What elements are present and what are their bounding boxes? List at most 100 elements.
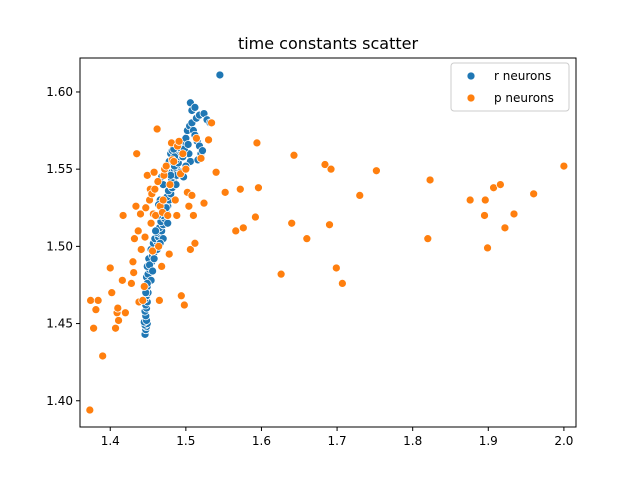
data-point — [130, 234, 139, 244]
data-point — [355, 191, 365, 200]
data-point — [120, 308, 130, 318]
data-point — [85, 405, 95, 415]
y-tick-label: 1.40 — [46, 394, 73, 408]
data-point — [150, 184, 160, 194]
data-point — [238, 223, 248, 233]
x-tick-label: 2.0 — [554, 434, 573, 448]
data-point — [179, 300, 189, 310]
data-point — [153, 177, 163, 186]
data-point — [186, 245, 195, 254]
data-point — [207, 118, 216, 128]
data-point — [141, 203, 151, 213]
data-point — [164, 249, 174, 259]
data-point — [132, 149, 142, 159]
x-axis: 1.4 1.5 1.6 1.7 1.8 1.9 2.0 — [101, 427, 573, 448]
data-point — [157, 262, 167, 271]
data-point — [138, 296, 148, 305]
chart-title: time constants scatter — [238, 34, 419, 53]
data-point — [183, 140, 193, 149]
data-point — [251, 212, 260, 222]
data-point — [170, 195, 180, 205]
x-tick-label: 1.6 — [252, 434, 271, 448]
data-point — [204, 135, 213, 145]
data-point — [559, 161, 569, 171]
data-point — [302, 234, 312, 244]
data-point — [98, 351, 108, 361]
data-point — [276, 269, 286, 279]
plot-marks — [85, 70, 569, 415]
data-point — [235, 184, 245, 194]
data-point — [149, 167, 159, 177]
data-point — [254, 183, 263, 193]
data-point — [483, 243, 492, 253]
data-point — [215, 70, 225, 80]
data-point — [105, 263, 115, 273]
data-point — [169, 157, 179, 166]
data-point — [152, 124, 162, 134]
data-point — [326, 164, 336, 174]
data-point — [140, 232, 150, 242]
legend-marker — [466, 71, 476, 81]
x-tick-label: 1.7 — [328, 434, 347, 448]
data-point — [181, 164, 191, 174]
data-point — [287, 218, 297, 228]
data-point — [480, 211, 489, 220]
data-point — [117, 275, 127, 285]
data-point — [133, 226, 143, 236]
data-point — [129, 268, 139, 277]
legend-label: p neurons — [494, 91, 554, 105]
x-tick-label: 1.9 — [479, 434, 498, 448]
data-point — [423, 234, 433, 244]
data-point — [252, 138, 262, 148]
data-point — [187, 191, 197, 200]
data-point — [176, 291, 186, 301]
data-point — [172, 211, 182, 220]
data-point — [529, 189, 539, 199]
legend-label: r neurons — [494, 69, 551, 83]
data-point — [151, 226, 160, 236]
data-point — [93, 296, 103, 305]
data-point — [155, 296, 164, 305]
y-tick-label: 1.45 — [46, 317, 73, 331]
data-point — [146, 218, 156, 228]
data-point — [131, 201, 141, 211]
y-tick-label: 1.55 — [46, 162, 73, 176]
data-point — [158, 195, 168, 205]
data-point — [198, 146, 207, 156]
data-point — [113, 303, 123, 313]
data-point — [136, 209, 145, 219]
legend-marker — [466, 93, 476, 103]
data-point — [325, 220, 334, 230]
data-point — [289, 150, 299, 160]
x-tick-label: 1.8 — [403, 434, 422, 448]
data-point — [211, 167, 221, 177]
data-point — [114, 316, 123, 325]
data-point — [89, 323, 98, 333]
data-point — [190, 238, 200, 248]
data-point — [220, 187, 230, 197]
data-point — [196, 153, 206, 163]
data-point — [107, 288, 117, 298]
data-point — [465, 195, 475, 205]
data-point — [148, 266, 157, 276]
data-point — [136, 245, 146, 254]
data-point — [189, 211, 198, 220]
data-point — [127, 279, 136, 288]
data-point — [154, 241, 164, 251]
data-point — [111, 323, 120, 333]
data-point — [425, 175, 435, 185]
x-tick-label: 1.5 — [176, 434, 195, 448]
data-point — [86, 296, 95, 305]
data-point — [174, 136, 184, 146]
data-point — [178, 149, 188, 159]
data-point — [199, 198, 209, 208]
data-point — [509, 209, 519, 219]
data-point — [496, 180, 505, 189]
data-point — [163, 218, 173, 228]
data-point — [91, 305, 101, 315]
data-point — [480, 195, 490, 205]
data-point — [372, 166, 381, 176]
series-2-points — [85, 118, 569, 415]
y-axis: 1.40 1.45 1.50 1.55 1.60 — [46, 85, 80, 408]
